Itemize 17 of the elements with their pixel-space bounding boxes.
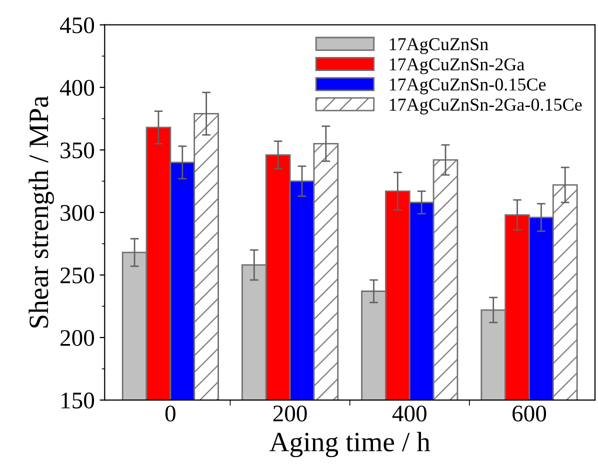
y-tick-label: 350: [60, 142, 94, 158]
y-axis-title: Shear strength / MPa: [28, 96, 54, 328]
x-tick-label: 200: [273, 406, 307, 422]
x-axis-title: Aging time / h: [269, 432, 430, 458]
y-tick-label: 450: [60, 17, 94, 34]
y-tick-label: 250: [60, 267, 94, 284]
x-tick-label: 400: [392, 406, 426, 422]
y-tick-label: 200: [60, 330, 94, 346]
x-tick-label: 0: [165, 406, 176, 422]
y-tick-label: 150: [62, 392, 94, 408]
x-tick-label: 600: [512, 406, 546, 422]
legend-label: 17AgCuZnSn-0.15Ce: [390, 78, 546, 94]
legend-label: 17AgCuZnSn-2Ga-0.15Ce: [390, 98, 582, 114]
y-tick-label: 400: [60, 80, 94, 96]
y-tick-label: 300: [60, 204, 94, 221]
legend-label: 17AgCuZnSn-2Ga: [390, 58, 524, 74]
legend-label: 17AgCuZnSn: [390, 38, 488, 54]
